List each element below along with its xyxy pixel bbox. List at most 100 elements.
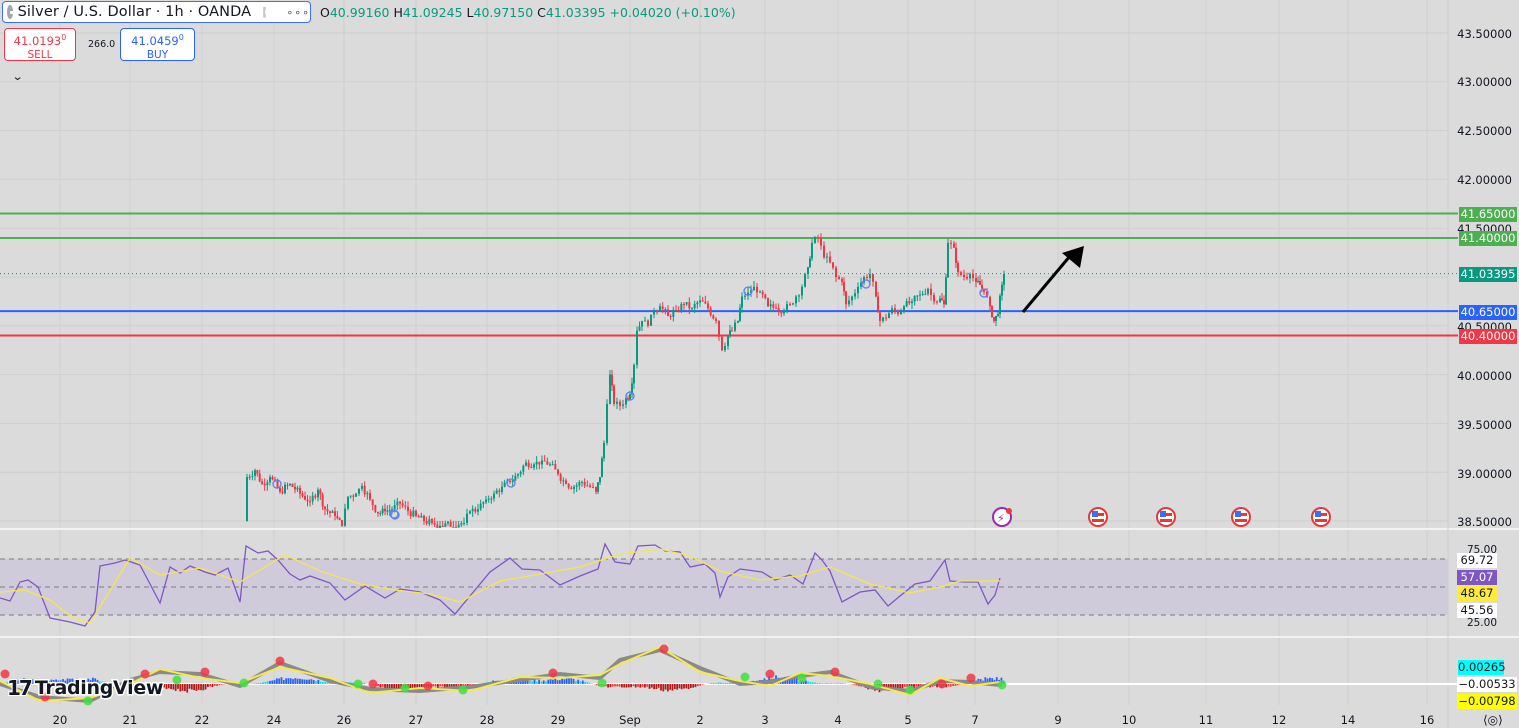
macd-histogram-bar (305, 679, 308, 684)
macd-histogram-bar (197, 684, 200, 690)
macd-histogram-bar (830, 683, 833, 684)
macd-histogram-bar (694, 684, 697, 688)
chart-settings-icon[interactable]: ⟨◎⟩ (1483, 713, 1503, 727)
macd-histogram-bar (147, 684, 149, 686)
macd-histogram-bar (264, 681, 267, 684)
time-axis-label: 29 (550, 713, 566, 727)
macd-histogram-bar (133, 684, 136, 688)
macd-histogram-bar (710, 682, 713, 684)
macd-cross-dot (740, 672, 750, 682)
macd-histogram-bar (621, 684, 623, 688)
macd-histogram-bar (883, 684, 885, 689)
macd-histogram-bar (616, 684, 619, 687)
macd-cross-dot (548, 668, 558, 678)
macd-histogram-bar (220, 684, 223, 685)
macd-histogram-bar (708, 683, 711, 684)
low-label: L (466, 5, 474, 20)
macd-histogram-bar (64, 680, 67, 684)
collapse-chevron-icon[interactable]: ⌄ (11, 70, 24, 83)
rsi-ma-tag: 48.67 (1457, 586, 1497, 601)
macd-histogram-bar (379, 684, 382, 688)
macd-histogram-bar (690, 684, 692, 688)
macd-histogram-bar (664, 684, 667, 690)
macd-histogram-bar (165, 684, 168, 690)
macd-histogram-bar (46, 681, 48, 684)
macd-histogram-bar (326, 682, 329, 684)
macd-histogram-bar (989, 677, 991, 684)
macd-histogram-bar (680, 684, 683, 690)
macd-histogram-bar (807, 681, 810, 684)
buy-price-pip: 0 (178, 33, 184, 42)
macd-histogram-bar (581, 680, 584, 684)
flag-icon[interactable] (263, 6, 267, 18)
macd-histogram-bar (669, 684, 672, 690)
macd-histogram-bar (641, 684, 644, 687)
candlestick-series (246, 233, 1005, 528)
macd-histogram-bar (73, 679, 76, 684)
macd-histogram-bar (213, 684, 216, 686)
low-value: 40.97150 (473, 5, 534, 20)
macd-histogram-bar (462, 684, 465, 687)
macd-histogram-bar (443, 684, 446, 688)
macd-histogram-bar (531, 681, 534, 684)
macd-histogram-bar (250, 683, 253, 684)
macd-histogram-bar (519, 680, 522, 684)
macd-histogram-bar (986, 678, 989, 684)
macd-histogram-bar (894, 684, 897, 690)
macd-histogram-bar (23, 678, 25, 684)
more-options-icon[interactable]: ∘∘∘ (286, 5, 310, 19)
ohlc-legend: O40.99160 H41.09245 L40.97150 C41.03395 … (320, 5, 736, 20)
macd-histogram-bar (177, 684, 179, 689)
tradingview-logo[interactable]: 17 TradingView (6, 675, 165, 701)
macd-histogram-bar (384, 684, 386, 689)
time-axis-label: 24 (266, 713, 282, 727)
macd-histogram-bar (795, 678, 798, 684)
macd-histogram-bar (954, 684, 957, 686)
time-axis-label: 22 (194, 713, 210, 727)
macd-histogram-bar (140, 684, 143, 688)
macd-histogram-bar (464, 684, 467, 687)
flag-stripe (1092, 519, 1104, 522)
macd-histogram-bar (158, 684, 161, 687)
buy-button[interactable]: 41.04590 BUY (120, 28, 195, 61)
symbol-search-button[interactable]: Silver / U.S. Dollar · 1h · OANDA ∘∘∘ (2, 1, 311, 23)
macd-histogram-bar (82, 678, 85, 684)
sell-button[interactable]: 41.01930 SELL (4, 28, 76, 61)
macd-histogram-bar (255, 683, 258, 684)
macd-histogram-bar (685, 684, 688, 689)
macd-histogram-bar (648, 684, 651, 689)
macd-histogram-bar (853, 684, 856, 685)
macd-histogram-bar (814, 682, 816, 684)
macd-cross-dot (997, 680, 1007, 690)
macd-histogram-bar (128, 684, 131, 687)
macd-histogram-bar (683, 684, 685, 689)
macd-histogram-bar (549, 679, 552, 684)
macd-histogram-bar (172, 684, 175, 690)
macd-histogram-bar (639, 684, 642, 688)
macd-cross-dot (873, 679, 883, 689)
macd-histogram-bar (627, 684, 630, 688)
sell-price: 41.0193 (13, 33, 62, 48)
price-axis-label: 39.50000 (1457, 418, 1512, 432)
flag-stripe (1235, 519, 1247, 522)
macd-histogram-bar (811, 682, 814, 684)
macd-histogram-bar (538, 679, 540, 684)
macd-histogram-bar (832, 683, 835, 684)
macd-histogram-bar (287, 678, 290, 684)
macd-histogram-bar (50, 679, 53, 684)
macd-cross-dot (458, 685, 468, 695)
price-axis-label: 43.00000 (1457, 75, 1512, 89)
macd-histogram-bar (572, 678, 575, 684)
macd-histogram-bar (101, 681, 103, 684)
macd-histogram-bar (32, 679, 34, 684)
macd-histogram-bar (791, 678, 793, 684)
macd-histogram-bar (570, 678, 573, 684)
rsi-upper-band-tag: 69.72 (1457, 553, 1497, 568)
macd-histogram-bar (273, 680, 276, 684)
resistance-2-price-tag: 41.65000 (1459, 207, 1517, 222)
macd-histogram-bar (906, 684, 908, 687)
macd-histogram-bar (724, 682, 727, 684)
macd-histogram-bar (36, 678, 39, 684)
macd-histogram-bar (526, 679, 529, 684)
